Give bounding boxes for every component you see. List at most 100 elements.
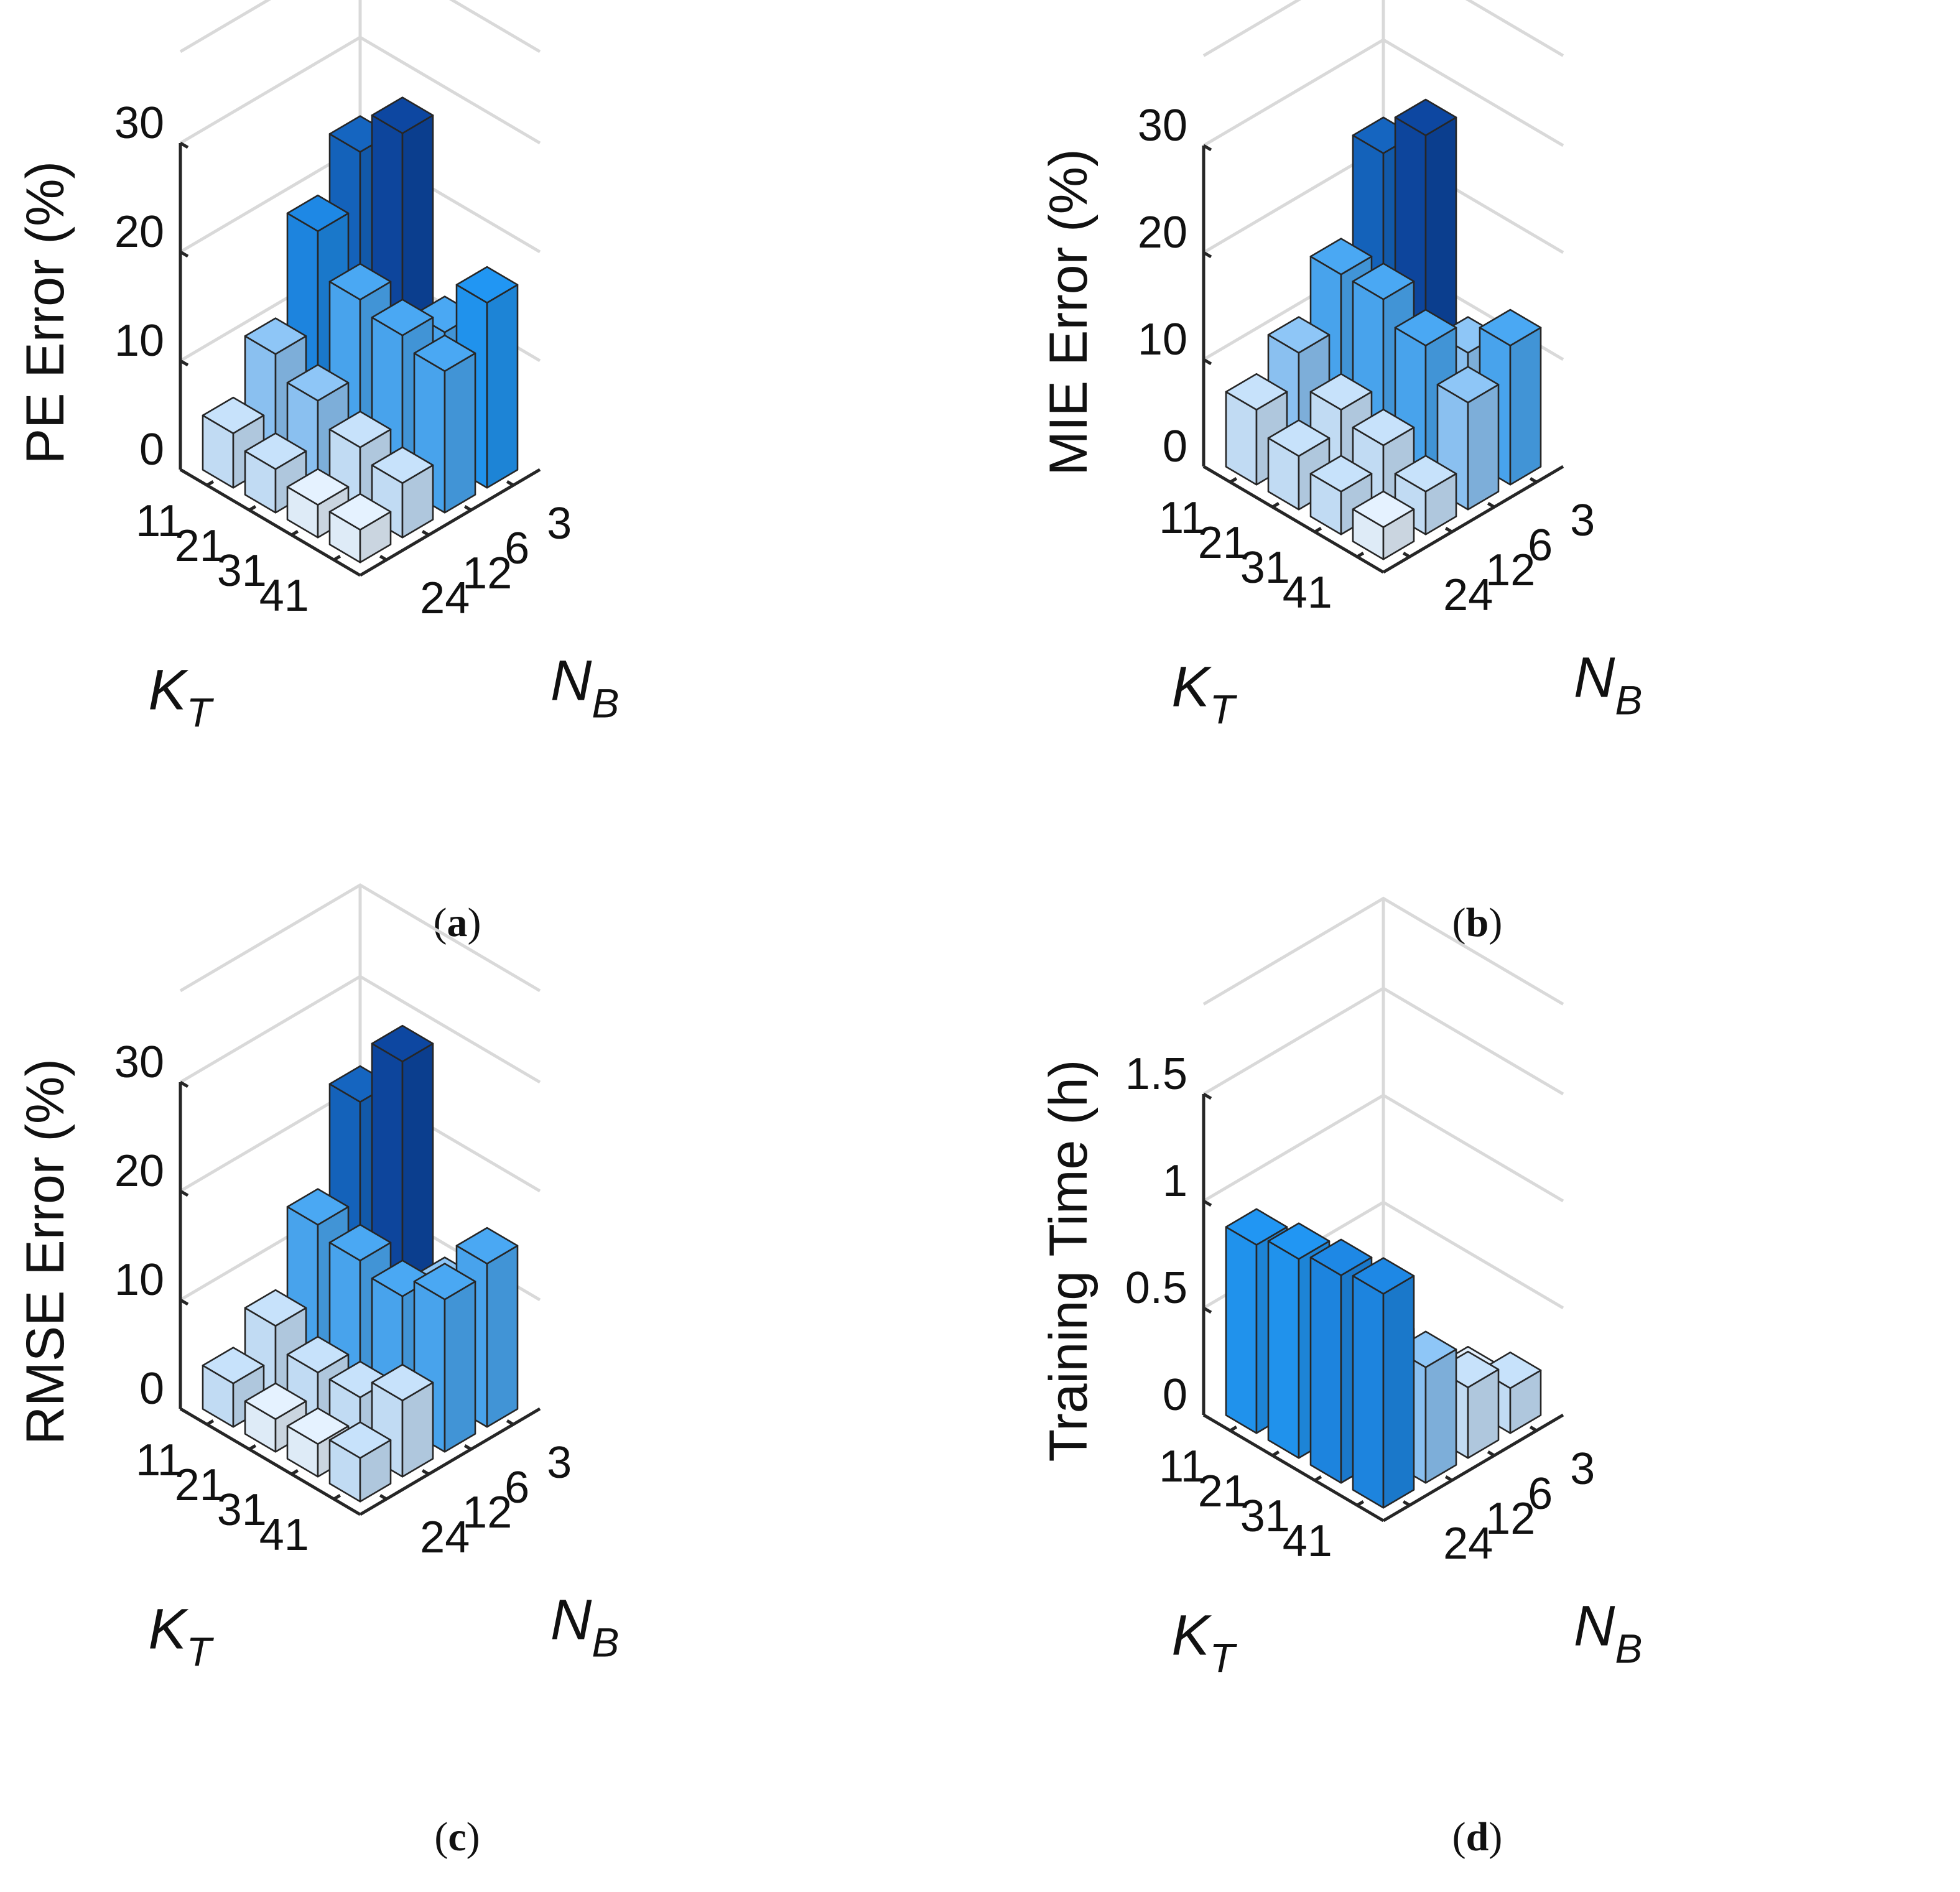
y-tick-label: 6 <box>504 1463 529 1513</box>
x-tick <box>206 1419 215 1426</box>
panel-caption: (d) <box>1452 1814 1503 1860</box>
bar-face-right <box>1509 327 1542 486</box>
panel-caption: (b) <box>1452 900 1503 945</box>
x-axis-line <box>179 1407 361 1516</box>
x-tick <box>333 1494 341 1501</box>
bar-face-top <box>202 1347 265 1384</box>
x-tick <box>1314 527 1322 534</box>
bar-face-top <box>328 1421 392 1459</box>
bar-face-right <box>486 1245 519 1428</box>
x-tick-label: 11 <box>1159 493 1205 543</box>
y-tick-label: 3 <box>1570 496 1595 545</box>
y-tick <box>1487 502 1495 509</box>
z-tick-label: 1.5 <box>1125 1049 1187 1099</box>
bar-face-top <box>202 396 265 435</box>
z-tick-label: 0 <box>139 425 164 475</box>
bar-face-top <box>286 364 350 402</box>
z-tick-label: 10 <box>114 1255 164 1305</box>
bar-face-right <box>444 352 476 514</box>
x-axis-var: K <box>1171 1603 1212 1667</box>
z-tick <box>1202 465 1212 473</box>
x-tick <box>290 530 299 537</box>
x-tick <box>1271 502 1280 509</box>
bar-face-right <box>1382 1275 1415 1509</box>
bar-face-top <box>413 334 476 373</box>
z-tick-label: 20 <box>1138 208 1187 257</box>
z-tick-label: 30 <box>114 1037 164 1087</box>
y-tick-label: 24 <box>420 573 470 623</box>
y-axis-title: NB <box>1574 1595 1642 1672</box>
bar-face-top <box>1352 1257 1415 1295</box>
bar-face-top <box>286 1188 350 1226</box>
z-tick-label: 10 <box>1138 315 1187 364</box>
y-axis-var: N <box>550 1588 592 1652</box>
z-tick <box>1202 251 1212 259</box>
z-axis-title: RMSE Error (%) <box>16 1059 75 1445</box>
x-tick-label: 31 <box>217 546 267 596</box>
z-axis-title: PE Error (%) <box>16 161 75 464</box>
y-tick-label: 12 <box>462 549 512 598</box>
y-axis-sub: B <box>1615 1626 1642 1672</box>
bar-face-top <box>371 96 434 134</box>
z-tick-label: 10 <box>114 316 164 366</box>
bar-face-top <box>286 1335 350 1373</box>
y-tick <box>463 1444 472 1451</box>
z-tick <box>179 468 189 476</box>
bar-face-top <box>371 446 434 485</box>
y-tick <box>379 1494 388 1501</box>
caption-close: ) <box>1489 900 1502 945</box>
caption-close: ) <box>468 900 481 945</box>
y-tick <box>1487 1450 1495 1457</box>
wall-top-edge <box>179 883 541 993</box>
bar-face-top <box>328 262 392 301</box>
x-tick <box>1356 552 1365 559</box>
bar-41-6 <box>413 1263 476 1453</box>
bar-face-top <box>1225 373 1288 411</box>
bar-face-right <box>1467 384 1500 511</box>
bar-41-24 <box>1352 1257 1415 1509</box>
bar-face-top <box>1225 1208 1288 1246</box>
x-tick <box>1314 1475 1322 1482</box>
y-axis-var: N <box>1574 646 1615 710</box>
bar-face-top <box>1436 366 1500 404</box>
z-tick <box>1202 144 1212 152</box>
bar-face-top <box>244 317 307 355</box>
bar-face-left <box>1267 1240 1300 1459</box>
bar-face-top <box>1267 1222 1331 1260</box>
z-tick-label: 30 <box>114 98 164 148</box>
bar-face-top <box>1394 98 1457 136</box>
z-tick <box>179 1298 189 1306</box>
y-tick <box>506 1419 514 1426</box>
bar-11-24 <box>202 1347 265 1428</box>
bar-face-top <box>286 1407 350 1445</box>
bar-face-top <box>328 410 392 448</box>
x-tick <box>1356 1500 1365 1507</box>
x-tick <box>206 480 215 487</box>
z-tick <box>179 1407 189 1415</box>
bar-face-top <box>1479 308 1542 346</box>
bars <box>1225 98 1542 560</box>
y-axis-line <box>359 468 541 577</box>
y-axis-sub: B <box>1615 677 1642 723</box>
y-axis-title: NB <box>550 649 619 726</box>
y-tick <box>1402 1500 1411 1507</box>
y-tick <box>1444 527 1453 534</box>
y-tick <box>1402 552 1411 559</box>
z-tick-label: 1 <box>1163 1156 1187 1206</box>
bar-face-top <box>1352 490 1415 528</box>
bar-face-top <box>328 1223 392 1261</box>
x-tick-label: 11 <box>136 1435 182 1485</box>
bar-face-left <box>1225 1226 1258 1434</box>
z-tick <box>179 141 189 149</box>
x-tick-label: 11 <box>136 496 182 546</box>
y-tick <box>421 1469 430 1476</box>
wall-top-edge <box>1202 896 1564 1006</box>
x-axis-line <box>1202 465 1385 574</box>
bar-face-top <box>371 1024 434 1062</box>
bar-face-top <box>1267 316 1331 354</box>
